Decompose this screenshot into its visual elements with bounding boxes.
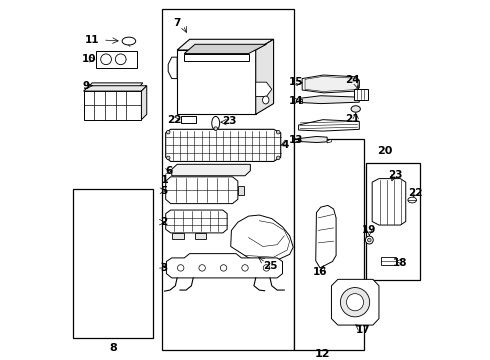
Text: 17: 17 — [356, 325, 371, 336]
Polygon shape — [298, 99, 302, 103]
Ellipse shape — [115, 54, 126, 65]
Polygon shape — [302, 75, 359, 93]
Bar — [367, 162, 420, 280]
Text: 10: 10 — [82, 54, 96, 64]
Ellipse shape — [199, 265, 205, 271]
Polygon shape — [87, 83, 143, 89]
Ellipse shape — [100, 54, 111, 65]
Bar — [354, 89, 368, 100]
Bar — [238, 186, 245, 195]
Ellipse shape — [177, 265, 184, 271]
Ellipse shape — [214, 127, 218, 130]
Polygon shape — [327, 139, 331, 143]
Ellipse shape — [351, 106, 360, 112]
Polygon shape — [166, 177, 238, 204]
Ellipse shape — [263, 265, 270, 271]
Text: 22: 22 — [409, 188, 423, 198]
Polygon shape — [166, 210, 227, 233]
Ellipse shape — [220, 265, 227, 271]
Polygon shape — [316, 206, 336, 268]
Text: 15: 15 — [289, 77, 303, 87]
Polygon shape — [331, 279, 379, 325]
Polygon shape — [298, 136, 327, 143]
Text: 7: 7 — [173, 18, 181, 28]
Bar — [73, 189, 153, 338]
Polygon shape — [231, 215, 293, 261]
Ellipse shape — [167, 156, 170, 160]
Polygon shape — [168, 57, 177, 78]
Polygon shape — [184, 44, 267, 54]
Text: 6: 6 — [165, 166, 172, 176]
Polygon shape — [167, 254, 283, 278]
Polygon shape — [372, 179, 406, 225]
Polygon shape — [195, 233, 206, 239]
Text: 5: 5 — [161, 186, 168, 196]
Bar — [96, 51, 137, 68]
Polygon shape — [142, 86, 147, 120]
Polygon shape — [172, 164, 250, 176]
Polygon shape — [300, 96, 359, 104]
Polygon shape — [177, 39, 273, 50]
Text: 24: 24 — [345, 75, 360, 85]
Bar — [294, 139, 364, 350]
Text: 14: 14 — [289, 96, 303, 106]
Text: 18: 18 — [393, 257, 407, 267]
Polygon shape — [172, 233, 184, 239]
Polygon shape — [298, 120, 359, 131]
Polygon shape — [166, 129, 281, 162]
Ellipse shape — [263, 96, 269, 104]
Polygon shape — [305, 76, 358, 91]
Text: 8: 8 — [109, 343, 117, 352]
Text: 1: 1 — [161, 175, 169, 185]
Polygon shape — [184, 54, 248, 61]
Polygon shape — [256, 39, 273, 114]
Ellipse shape — [368, 238, 371, 242]
Text: 2: 2 — [160, 217, 167, 227]
Text: 21: 21 — [345, 114, 360, 123]
Bar — [181, 116, 196, 123]
Ellipse shape — [276, 130, 280, 134]
Bar — [162, 9, 294, 350]
Polygon shape — [83, 86, 147, 91]
Polygon shape — [83, 91, 142, 120]
Ellipse shape — [341, 288, 369, 317]
Ellipse shape — [167, 130, 170, 134]
Text: 16: 16 — [313, 267, 327, 277]
Text: 11: 11 — [85, 35, 99, 45]
Text: 19: 19 — [362, 225, 376, 235]
Ellipse shape — [212, 116, 220, 130]
Text: 23: 23 — [388, 170, 402, 180]
Ellipse shape — [408, 197, 416, 203]
Bar — [381, 257, 396, 265]
Text: 23: 23 — [221, 116, 236, 126]
Ellipse shape — [242, 265, 248, 271]
Text: 12: 12 — [315, 349, 331, 359]
Text: 20: 20 — [377, 146, 392, 156]
Text: 9: 9 — [82, 81, 90, 91]
Text: 4: 4 — [281, 140, 289, 150]
Text: 3: 3 — [160, 263, 167, 273]
Polygon shape — [177, 50, 256, 114]
Ellipse shape — [122, 37, 136, 45]
Ellipse shape — [366, 236, 373, 244]
Text: 22: 22 — [167, 115, 181, 125]
Ellipse shape — [346, 294, 364, 311]
Text: 25: 25 — [264, 261, 278, 271]
Ellipse shape — [276, 156, 280, 160]
Polygon shape — [256, 82, 272, 96]
Text: 13: 13 — [289, 135, 303, 145]
